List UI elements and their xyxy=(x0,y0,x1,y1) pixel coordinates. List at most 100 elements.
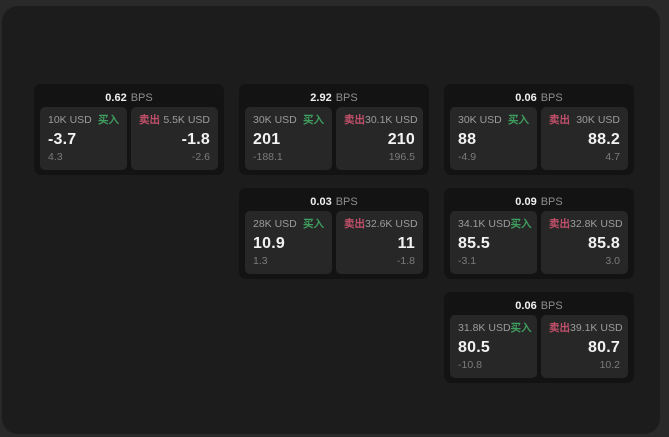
sell-panel[interactable]: 卖出 32.8K USD 85.8 3.0 xyxy=(541,211,628,274)
buy-side-label: 买入 xyxy=(303,114,324,126)
sell-price: 85.8 xyxy=(588,234,620,252)
bps-unit-label: BPS xyxy=(335,196,358,208)
card-body: 10K USD 买入 -3.7 4.3 卖出 5.5K USD -1.8 -2.… xyxy=(40,107,218,170)
bps-value: 0.03 xyxy=(310,196,332,208)
buy-price: -3.7 xyxy=(48,130,77,148)
buy-delta: 1.3 xyxy=(253,255,268,267)
sell-price: -1.8 xyxy=(181,130,210,148)
sell-panel-top-row: 卖出 32.6K USD xyxy=(344,218,418,231)
quote-card: 2.92 BPS 30K USD 买入 201 -188.1 卖出 30.1K … xyxy=(239,84,429,175)
sell-delta: -2.6 xyxy=(191,151,210,163)
card-header: 2.92 BPS xyxy=(245,90,423,107)
quote-card: 0.09 BPS 34.1K USD 买入 85.5 -3.1 卖出 32.8K… xyxy=(444,188,634,279)
buy-delta: -188.1 xyxy=(253,151,283,163)
buy-delta: -4.9 xyxy=(458,151,477,163)
sell-price: 80.7 xyxy=(588,338,620,356)
buy-panel-top-row: 30K USD 买入 xyxy=(253,114,324,127)
sell-delta: -1.8 xyxy=(396,255,415,267)
card-body: 31.8K USD 买入 80.5 -10.8 卖出 39.1K USD 80.… xyxy=(450,315,628,378)
buy-delta: -10.8 xyxy=(458,359,482,371)
sell-delta: 196.5 xyxy=(388,151,415,163)
sell-side-label: 卖出 xyxy=(344,218,365,230)
buy-panel[interactable]: 30K USD 买入 88 -4.9 xyxy=(450,107,537,170)
card-body: 30K USD 买入 88 -4.9 卖出 30K USD 88.2 4.7 xyxy=(450,107,628,170)
bps-unit-label: BPS xyxy=(540,92,563,104)
buy-delta: 4.3 xyxy=(48,151,63,163)
card-header: 0.62 BPS xyxy=(40,90,218,107)
sell-side-label: 卖出 xyxy=(549,218,570,230)
bps-unit-label: BPS xyxy=(540,300,563,312)
bps-value: 0.06 xyxy=(515,300,537,312)
buy-amount: 28K USD xyxy=(253,218,297,230)
quote-card: 0.06 BPS 31.8K USD 买入 80.5 -10.8 卖出 39.1… xyxy=(444,292,634,383)
card-body: 34.1K USD 买入 85.5 -3.1 卖出 32.8K USD 85.8… xyxy=(450,211,628,274)
sell-panel[interactable]: 卖出 30.1K USD 210 196.5 xyxy=(336,107,423,170)
buy-price: 80.5 xyxy=(458,338,490,356)
sell-amount: 32.8K USD xyxy=(570,218,623,230)
sell-delta: 10.2 xyxy=(599,359,620,371)
buy-price: 85.5 xyxy=(458,234,490,252)
quote-card: 0.06 BPS 30K USD 买入 88 -4.9 卖出 30K USD 8… xyxy=(444,84,634,175)
card-header: 0.09 BPS xyxy=(450,194,628,211)
sell-delta: 4.7 xyxy=(605,151,620,163)
buy-panel-top-row: 28K USD 买入 xyxy=(253,218,324,231)
sell-panel-top-row: 卖出 39.1K USD xyxy=(549,322,623,335)
bps-unit-label: BPS xyxy=(540,196,563,208)
sell-panel-top-row: 卖出 32.8K USD xyxy=(549,218,623,231)
card-header: 0.06 BPS xyxy=(450,90,628,107)
sell-side-label: 卖出 xyxy=(344,114,365,126)
sell-amount: 39.1K USD xyxy=(570,322,623,334)
card-body: 28K USD 买入 10.9 1.3 卖出 32.6K USD 11 -1.8 xyxy=(245,211,423,274)
buy-side-label: 买入 xyxy=(510,218,532,230)
sell-panel-top-row: 卖出 5.5K USD xyxy=(139,114,210,127)
sell-delta: 3.0 xyxy=(605,255,620,267)
sell-price: 210 xyxy=(387,130,415,148)
buy-amount: 30K USD xyxy=(253,114,297,126)
sell-panel-top-row: 卖出 30K USD xyxy=(549,114,620,127)
quote-card: 0.62 BPS 10K USD 买入 -3.7 4.3 卖出 5.5K USD… xyxy=(34,84,224,175)
buy-side-label: 买入 xyxy=(98,114,119,126)
buy-side-label: 买入 xyxy=(508,114,529,126)
bps-value: 0.62 xyxy=(105,92,127,104)
bps-unit-label: BPS xyxy=(130,92,153,104)
sell-side-label: 卖出 xyxy=(549,322,570,334)
bps-value: 2.92 xyxy=(310,92,332,104)
buy-side-label: 买入 xyxy=(303,218,324,230)
sell-panel[interactable]: 卖出 5.5K USD -1.8 -2.6 xyxy=(131,107,218,170)
sell-side-label: 卖出 xyxy=(139,114,160,126)
sell-price: 11 xyxy=(397,234,415,252)
card-header: 0.06 BPS xyxy=(450,298,628,315)
buy-amount: 10K USD xyxy=(48,114,92,126)
sell-amount: 30K USD xyxy=(576,114,620,126)
quote-card: 0.03 BPS 28K USD 买入 10.9 1.3 卖出 32.6K US… xyxy=(239,188,429,279)
buy-panel[interactable]: 31.8K USD 买入 80.5 -10.8 xyxy=(450,315,537,378)
buy-panel-top-row: 30K USD 买入 xyxy=(458,114,529,127)
sell-panel[interactable]: 卖出 32.6K USD 11 -1.8 xyxy=(336,211,423,274)
buy-panel-top-row: 10K USD 买入 xyxy=(48,114,119,127)
sell-panel[interactable]: 卖出 30K USD 88.2 4.7 xyxy=(541,107,628,170)
buy-price: 201 xyxy=(253,130,281,148)
bps-value: 0.09 xyxy=(515,196,537,208)
card-header: 0.03 BPS xyxy=(245,194,423,211)
buy-panel[interactable]: 10K USD 买入 -3.7 4.3 xyxy=(40,107,127,170)
buy-amount: 30K USD xyxy=(458,114,502,126)
buy-panel[interactable]: 34.1K USD 买入 85.5 -3.1 xyxy=(450,211,537,274)
sell-panel-top-row: 卖出 30.1K USD xyxy=(344,114,418,127)
sell-price: 88.2 xyxy=(588,130,620,148)
bps-value: 0.06 xyxy=(515,92,537,104)
buy-panel-top-row: 34.1K USD 买入 xyxy=(458,218,532,231)
buy-panel[interactable]: 28K USD 买入 10.9 1.3 xyxy=(245,211,332,274)
sell-side-label: 卖出 xyxy=(549,114,570,126)
buy-amount: 31.8K USD xyxy=(458,322,511,334)
buy-side-label: 买入 xyxy=(510,322,532,334)
sell-panel[interactable]: 卖出 39.1K USD 80.7 10.2 xyxy=(541,315,628,378)
buy-amount: 34.1K USD xyxy=(458,218,511,230)
buy-panel[interactable]: 30K USD 买入 201 -188.1 xyxy=(245,107,332,170)
sell-amount: 5.5K USD xyxy=(163,114,210,126)
buy-price: 88 xyxy=(458,130,477,148)
buy-panel-top-row: 31.8K USD 买入 xyxy=(458,322,532,335)
card-body: 30K USD 买入 201 -188.1 卖出 30.1K USD 210 1… xyxy=(245,107,423,170)
sell-amount: 32.6K USD xyxy=(365,218,418,230)
bps-unit-label: BPS xyxy=(335,92,358,104)
